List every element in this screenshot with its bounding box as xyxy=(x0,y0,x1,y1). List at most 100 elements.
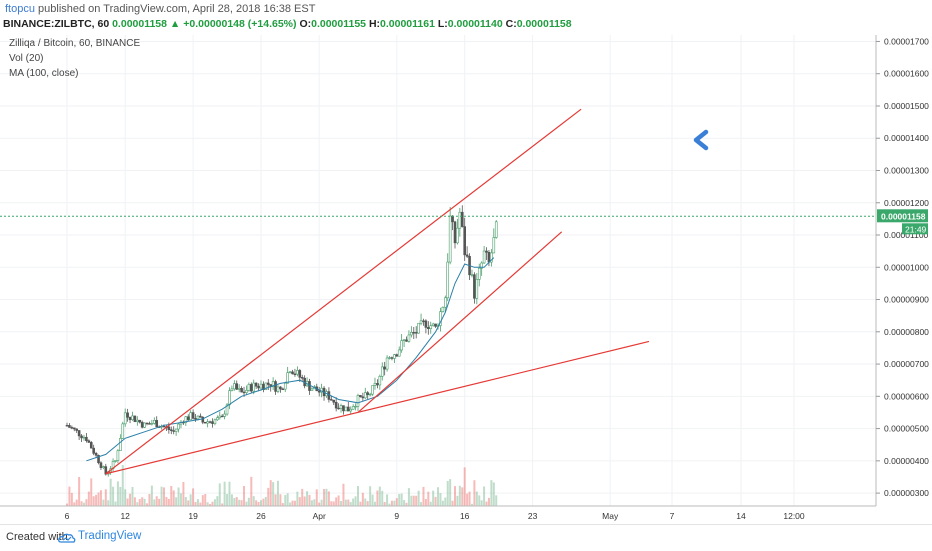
volume-bar xyxy=(349,502,352,506)
legend-ma[interactable]: MA (100, close) xyxy=(9,68,79,79)
candle-body xyxy=(317,390,321,393)
candle-body xyxy=(439,311,442,326)
volume-bar xyxy=(102,499,105,506)
volume-bar xyxy=(369,486,372,506)
volume-bar xyxy=(330,501,333,506)
volume-bar xyxy=(148,494,151,506)
volume-bar xyxy=(393,500,396,506)
candle-body xyxy=(344,406,348,412)
candle-body xyxy=(228,390,231,406)
trendlines xyxy=(105,108,650,475)
price-chart[interactable]: 0.00001700 0.00001600 0.00001500 0.00001400… xyxy=(0,0,932,524)
volume-bar xyxy=(320,499,323,506)
candle-body xyxy=(480,262,483,269)
volume-bar xyxy=(446,481,449,506)
candle-body xyxy=(220,415,224,418)
candle-body xyxy=(286,372,289,384)
volume-bar xyxy=(153,499,156,506)
volume-bar xyxy=(412,495,415,506)
candle-body xyxy=(254,382,258,387)
volume-bar xyxy=(179,493,182,506)
candle-body xyxy=(123,412,127,425)
candle-body xyxy=(242,391,246,394)
candle-body xyxy=(257,385,260,389)
volume-bar xyxy=(107,500,110,506)
last-price: 0.00001158 xyxy=(112,18,167,30)
volume-bar xyxy=(206,502,209,506)
candle-body xyxy=(97,455,100,464)
volume-bar xyxy=(146,503,149,506)
publish-info: published on TradingView.com, April 28, … xyxy=(38,3,316,15)
time-tick-label: 9 xyxy=(394,511,399,521)
volume-bar xyxy=(444,497,447,506)
volume-bar xyxy=(252,496,255,506)
symbol-label[interactable]: BINANCE:ZILBTC, 60 xyxy=(3,18,110,30)
volume-bar xyxy=(155,496,158,506)
volume-bar xyxy=(293,500,296,506)
candle-body xyxy=(136,419,139,422)
price-tick-label: 0.00001300 xyxy=(884,165,929,175)
time-tick-label: 6 xyxy=(65,511,70,521)
candle-body xyxy=(330,399,333,401)
footer: Created with TradingView xyxy=(0,524,932,551)
candle-body xyxy=(443,297,447,308)
author-link[interactable]: ftopcu xyxy=(5,3,35,15)
candle-body xyxy=(189,412,192,421)
legend-pair[interactable]: Zilliqa / Bitcoin, 60, BINANCE xyxy=(9,38,141,49)
created-with-text: Created with xyxy=(6,531,68,543)
candle-body xyxy=(140,421,144,428)
volume-bar xyxy=(262,498,265,506)
volume-bar xyxy=(458,485,461,506)
volume-bar xyxy=(403,500,406,506)
candle-body xyxy=(153,420,156,424)
candle-body xyxy=(363,392,367,399)
candle-body xyxy=(458,211,462,229)
volume-bar xyxy=(114,501,117,506)
candle-body xyxy=(213,419,217,424)
candle-body xyxy=(191,412,195,419)
candle-body xyxy=(150,423,154,425)
volume-bar xyxy=(281,503,284,506)
volume-bar xyxy=(364,498,367,506)
volume-bar xyxy=(306,491,309,506)
volume-bar xyxy=(279,494,282,506)
volume-bar xyxy=(361,492,364,506)
candle-body xyxy=(208,421,212,423)
tradingview-brand[interactable]: TradingView xyxy=(78,530,142,542)
candle-body xyxy=(274,381,277,392)
volume-bar xyxy=(104,489,107,506)
volume-bar xyxy=(388,503,391,506)
candle-body xyxy=(167,426,171,431)
candle-body xyxy=(492,237,496,254)
volume-bar xyxy=(276,480,279,506)
candle-body xyxy=(75,428,78,431)
time-tick-label: 14 xyxy=(736,511,746,521)
candle-body xyxy=(349,408,353,412)
candle-body xyxy=(177,423,180,430)
volume-bar xyxy=(187,500,190,506)
change-arrow-icon: ▲ xyxy=(169,18,181,30)
volume-bar xyxy=(386,494,389,506)
candle-body xyxy=(429,325,433,329)
price-tick-label: 0.00001100 xyxy=(884,230,929,240)
countdown-label: 21:49 xyxy=(905,224,927,234)
price-tick-label: 0.00001700 xyxy=(884,36,929,46)
volume-bar xyxy=(213,499,216,506)
volume-bar xyxy=(158,498,161,506)
candle-body xyxy=(334,401,338,409)
volume-bar xyxy=(182,481,185,506)
candle-body xyxy=(114,460,117,462)
volume-bar xyxy=(221,503,224,506)
volume-bar xyxy=(80,501,83,506)
volume-bar xyxy=(92,496,95,506)
volume-bar xyxy=(354,496,357,506)
volume-bar xyxy=(68,486,71,506)
price-tick-label: 0.00001400 xyxy=(884,133,929,143)
volume-bar xyxy=(468,491,471,506)
candle-body xyxy=(94,453,98,456)
candle-body xyxy=(337,407,340,410)
volume-bar xyxy=(332,501,335,506)
legend-volume[interactable]: Vol (20) xyxy=(9,53,44,64)
last-price-tag xyxy=(877,209,928,223)
candle-body xyxy=(448,215,452,263)
